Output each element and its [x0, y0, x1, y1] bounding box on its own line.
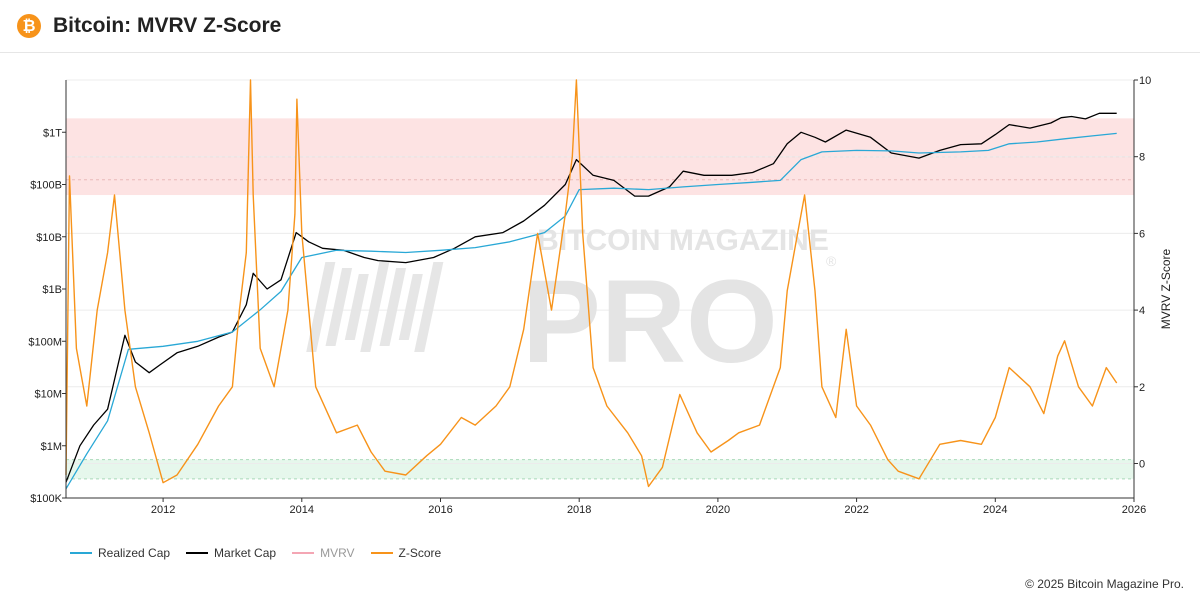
left-axis-tick-label: $1T — [43, 127, 62, 139]
legend-swatch-realized-cap — [70, 552, 92, 554]
bitcoin-logo-icon: ₿ — [17, 14, 41, 38]
legend-item-realized-cap[interactable]: Realized Cap — [70, 546, 170, 560]
watermark-mark: ® — [826, 253, 837, 269]
copyright: © 2025 Bitcoin Magazine Pro. — [1025, 577, 1184, 591]
watermark-logo-bar — [398, 274, 423, 340]
watermark-bottom: PRO — [522, 256, 778, 388]
left-axis-tick-label: $100B — [30, 180, 62, 192]
x-axis-tick-label: 2018 — [567, 504, 591, 516]
right-axis-tick-label: 6 — [1139, 228, 1145, 240]
legend-label: Realized Cap — [98, 546, 171, 560]
legend-item-market-cap[interactable]: Market Cap — [186, 546, 276, 560]
left-axis-tick-label: $100K — [30, 493, 62, 505]
legend-label: MVRV — [320, 546, 355, 560]
watermark-logo-bar — [325, 268, 353, 346]
legend-label: Market Cap — [214, 546, 277, 560]
legend-label: Z-Score — [398, 546, 442, 560]
left-axis-tick-label: $1M — [41, 441, 62, 453]
right-axis-label: MVRV Z-Score — [1159, 248, 1173, 329]
left-axis-tick-label: $100M — [28, 336, 62, 348]
x-axis-tick-label: 2024 — [983, 504, 1007, 516]
series-market-cap[interactable] — [65, 112, 1117, 483]
watermark-logo-icon — [306, 262, 444, 352]
series-realized-cap[interactable] — [65, 132, 1117, 490]
right-axis-tick-label: 0 — [1139, 458, 1145, 470]
legend-swatch-mvrv — [292, 552, 315, 554]
x-axis-tick-label: 2026 — [1122, 504, 1146, 516]
watermark-logo-bar — [360, 262, 390, 352]
left-axis-tick-label: $1B — [42, 284, 62, 296]
right-axis-tick-label: 8 — [1139, 152, 1145, 164]
left-axis-tick-label: $10M — [34, 389, 62, 401]
page-title: Bitcoin: MVRV Z-Score — [53, 14, 282, 37]
watermark-logo-bar — [306, 262, 336, 352]
right-axis-tick-label: 4 — [1139, 305, 1145, 317]
legend-swatch-market-cap — [186, 552, 209, 554]
x-axis-tick-label: 2014 — [290, 504, 314, 516]
watermark-logo-bar — [379, 268, 407, 346]
x-axis-tick-label: 2012 — [151, 504, 175, 516]
right-axis-tick-label: 10 — [1139, 75, 1151, 87]
watermark-logo-bar — [414, 262, 444, 352]
watermark-top: BITCOIN MAGAZINE — [537, 224, 829, 257]
legend-item-z-score[interactable]: Z-Score — [370, 546, 442, 560]
header: ₿ Bitcoin: MVRV Z-Score — [0, 0, 1200, 53]
legend: Realized Cap Market Cap MVRV Z-Score — [70, 546, 441, 560]
x-axis-tick-label: 2022 — [844, 504, 868, 516]
series-z-score[interactable] — [65, 79, 1118, 488]
legend-swatch-z-score — [370, 552, 393, 554]
right-axis-tick-label: 2 — [1139, 382, 1145, 394]
left-axis-tick-label: $10B — [36, 232, 62, 244]
x-axis-tick-label: 2016 — [428, 504, 452, 516]
legend-item-mvrv[interactable]: MVRV — [292, 546, 355, 560]
x-axis-tick-label: 2020 — [706, 504, 730, 516]
watermark-logo-bar — [344, 274, 369, 340]
zone-undervalued — [66, 459, 1134, 479]
